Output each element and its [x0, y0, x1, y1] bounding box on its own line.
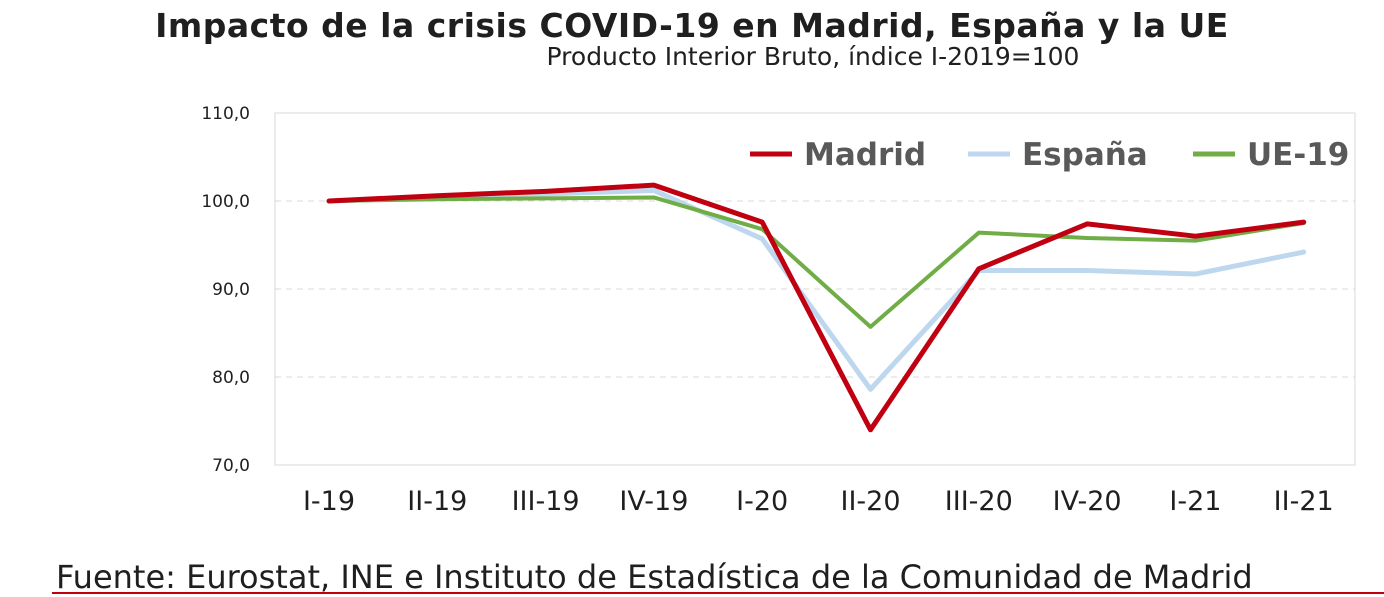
x-tick-label: IV-20 — [1053, 486, 1122, 517]
x-tick-label: I-20 — [736, 486, 788, 517]
source-note: Fuente: Eurostat, INE e Instituto de Est… — [56, 558, 1253, 596]
y-tick-label: 70,0 — [212, 456, 250, 476]
y-tick-label: 80,0 — [212, 368, 250, 388]
x-tick-label: IV-19 — [619, 486, 688, 517]
legend-label: Madrid — [804, 137, 926, 173]
series-line-ue-19 — [327, 195, 1306, 329]
legend-label: UE-19 — [1247, 137, 1349, 173]
x-tick-label: III-20 — [945, 486, 1013, 517]
source-underline — [52, 592, 1384, 594]
x-tick-label: I-21 — [1169, 486, 1221, 517]
series-line-madrid — [326, 182, 1307, 433]
y-axis-ticks: 70,0 80,0 90,0 100,0 110,0 — [201, 104, 250, 476]
x-axis-ticks: I-19 II-19 III-19 IV-19 I-20 II-20 III-20 IV-20… — [303, 486, 1334, 517]
chart-title: Impacto de la crisis COVID-19 en Madrid,… — [155, 6, 1229, 45]
y-tick-label: 90,0 — [212, 280, 250, 300]
legend: Madrid España UE-19 — [750, 137, 1349, 173]
chart-subtitle: Producto Interior Bruto, índice I-2019=1… — [546, 42, 1080, 71]
x-tick-label: III-19 — [512, 486, 580, 517]
y-tick-label: 110,0 — [201, 104, 250, 124]
x-tick-label: I-19 — [303, 486, 355, 517]
series-lines — [326, 182, 1307, 433]
x-tick-label: II-21 — [1274, 486, 1334, 517]
legend-label: España — [1022, 137, 1148, 173]
x-tick-label: II-20 — [840, 486, 900, 517]
x-tick-label: II-19 — [407, 486, 467, 517]
y-tick-label: 100,0 — [201, 192, 250, 212]
